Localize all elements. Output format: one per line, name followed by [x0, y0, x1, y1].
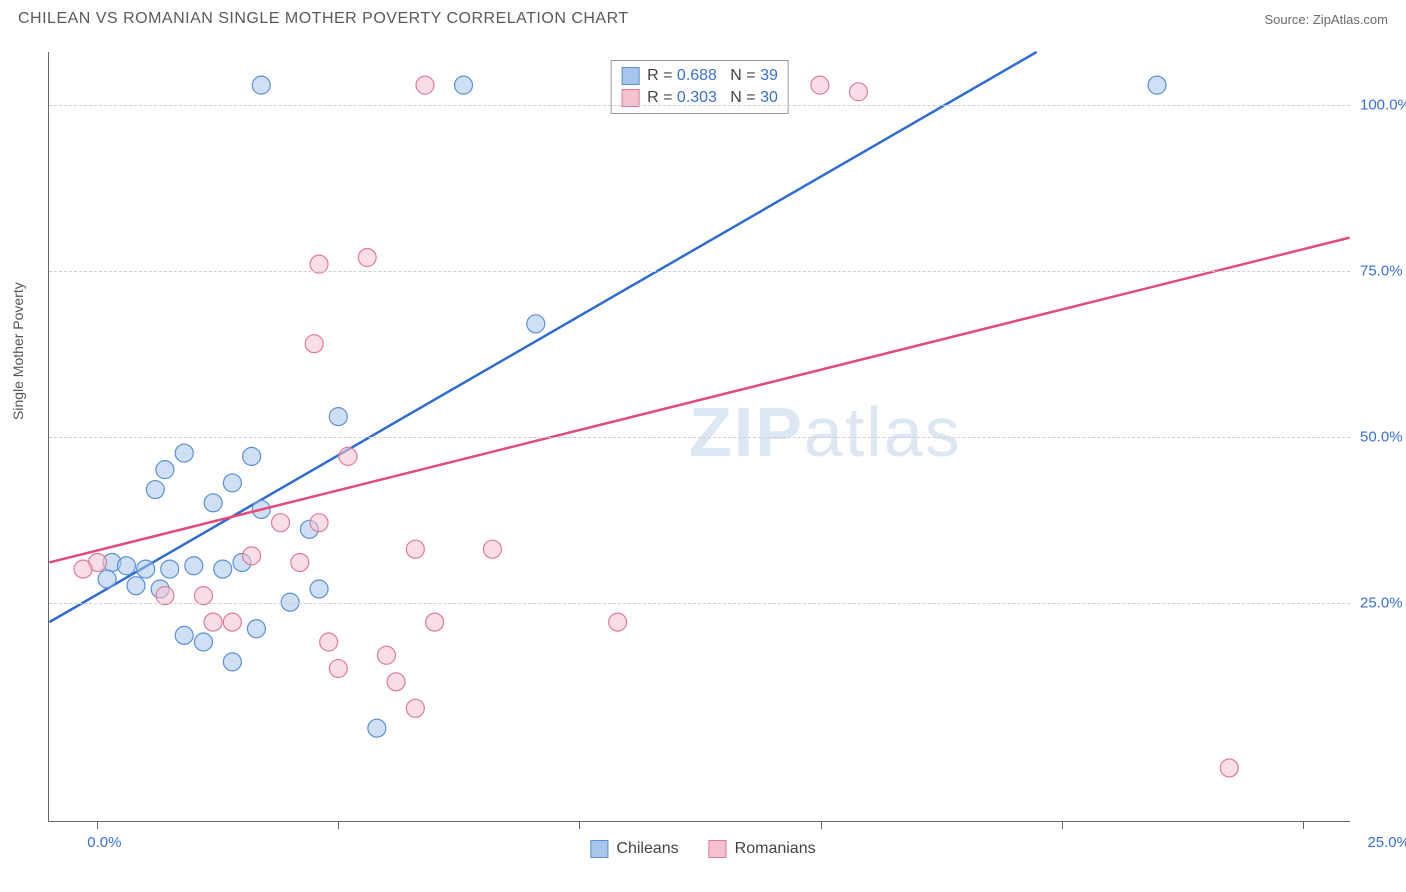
x-tick-label: 25.0%: [1367, 834, 1406, 851]
data-point: [455, 76, 473, 94]
data-point: [156, 461, 174, 479]
legend-row: R = 0.688 N = 39: [621, 65, 778, 87]
x-tick-label: 0.0%: [87, 834, 121, 851]
legend-swatch: [590, 840, 608, 858]
data-point: [329, 660, 347, 678]
data-point: [204, 494, 222, 512]
data-point: [194, 633, 212, 651]
data-point: [339, 447, 357, 465]
x-tick: [821, 821, 822, 829]
legend-item: Chileans: [590, 840, 678, 858]
gridline: [49, 271, 1350, 272]
data-point: [243, 447, 261, 465]
data-point: [416, 76, 434, 94]
data-point: [527, 315, 545, 333]
x-tick: [338, 821, 339, 829]
data-point: [609, 613, 627, 631]
data-point: [243, 547, 261, 565]
data-point: [387, 673, 405, 691]
data-point: [161, 560, 179, 578]
legend-item: Romanians: [709, 840, 816, 858]
y-axis-label: Single Mother Poverty: [10, 282, 26, 420]
data-point: [368, 719, 386, 737]
regression-line: [49, 52, 1036, 622]
source-label: Source: ZipAtlas.com: [1264, 12, 1388, 27]
data-point: [175, 444, 193, 462]
chart-title: CHILEAN VS ROMANIAN SINGLE MOTHER POVERT…: [18, 10, 629, 28]
data-point: [329, 408, 347, 426]
data-point: [247, 620, 265, 638]
legend-swatch: [621, 67, 639, 85]
gridline: [49, 437, 1350, 438]
x-tick: [1303, 821, 1304, 829]
data-point: [252, 76, 270, 94]
data-point: [117, 557, 135, 575]
data-point: [223, 474, 241, 492]
chart-plot-area: ZIPatlas R = 0.688 N = 39R = 0.303 N = 3…: [48, 52, 1350, 822]
legend-label: Romanians: [735, 840, 816, 858]
data-point: [156, 587, 174, 605]
x-tick: [97, 821, 98, 829]
data-point: [98, 570, 116, 588]
y-tick-label: 75.0%: [1360, 263, 1406, 280]
data-point: [223, 653, 241, 671]
y-tick-label: 25.0%: [1360, 594, 1406, 611]
data-point: [406, 699, 424, 717]
data-point: [127, 577, 145, 595]
regression-line: [49, 238, 1349, 563]
data-point: [223, 613, 241, 631]
legend-label: Chileans: [616, 840, 678, 858]
data-point: [406, 540, 424, 558]
data-point: [310, 580, 328, 598]
data-point: [194, 587, 212, 605]
y-tick-label: 100.0%: [1360, 97, 1406, 114]
source-link[interactable]: ZipAtlas.com: [1313, 12, 1388, 27]
series-legend: Chileans Romanians: [590, 840, 815, 858]
data-point: [1148, 76, 1166, 94]
data-point: [272, 514, 290, 532]
x-tick: [579, 821, 580, 829]
gridline: [49, 603, 1350, 604]
y-tick-label: 50.0%: [1360, 429, 1406, 446]
data-point: [377, 646, 395, 664]
data-point: [185, 557, 203, 575]
data-point: [74, 560, 92, 578]
data-point: [137, 560, 155, 578]
data-point: [204, 613, 222, 631]
data-point: [146, 481, 164, 499]
data-point: [483, 540, 501, 558]
data-point: [811, 76, 829, 94]
data-point: [320, 633, 338, 651]
data-point: [310, 514, 328, 532]
data-point: [358, 249, 376, 267]
data-point: [305, 335, 323, 353]
data-point: [175, 626, 193, 644]
data-point: [426, 613, 444, 631]
gridline: [49, 105, 1350, 106]
legend-swatch: [709, 840, 727, 858]
x-tick: [1062, 821, 1063, 829]
data-point: [849, 83, 867, 101]
data-point: [214, 560, 232, 578]
data-point: [291, 553, 309, 571]
data-point: [1220, 759, 1238, 777]
